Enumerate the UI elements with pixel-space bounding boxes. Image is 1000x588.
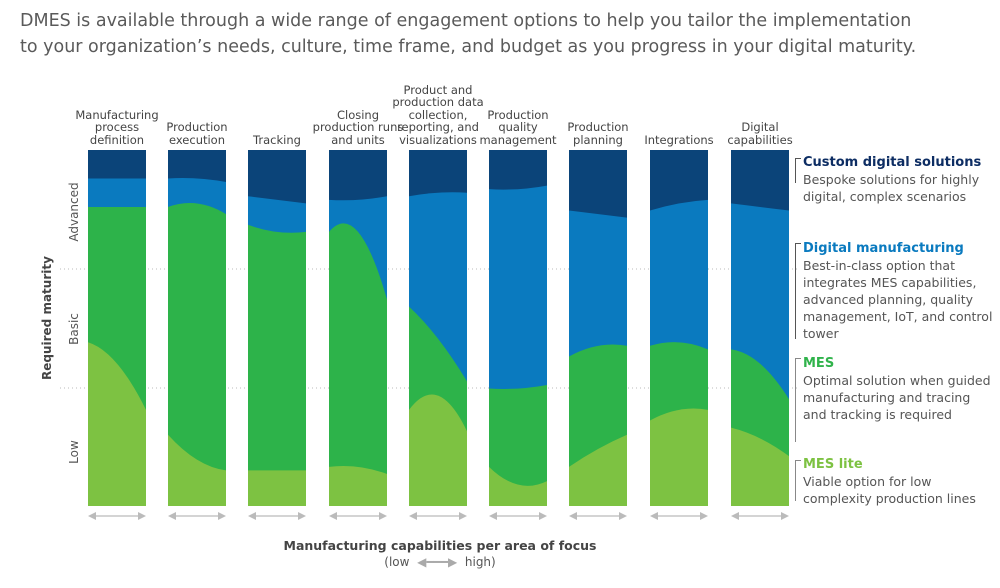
legend-bracket	[795, 460, 801, 501]
y-band-basic: Basic	[67, 313, 81, 345]
legend-item: MES Optimal solution when guided manufact…	[803, 355, 993, 423]
mes-layer	[329, 223, 387, 507]
mes-lite-layer	[248, 470, 306, 506]
legend-bracket	[795, 358, 801, 442]
legend-title: MES lite	[803, 457, 863, 472]
column-header: Manufacturing process definition	[75, 107, 159, 147]
column-header: Product and production data collection, …	[392, 82, 484, 147]
legend-title: Digital manufacturing	[803, 241, 964, 256]
mes-lite-layer	[489, 466, 547, 506]
legend-description: Optimal solution when guided manufacturi…	[803, 373, 991, 422]
mes-lite-layer	[731, 427, 789, 506]
legend-item: Digital manufacturing Best-in-class optio…	[803, 240, 993, 342]
x-scale-high: high)	[464, 555, 496, 569]
mes-layer	[248, 224, 306, 506]
mes-lite-layer	[168, 434, 226, 506]
mes-lite-layer	[329, 465, 387, 506]
legend-item: MES lite Viable option for low complexity…	[803, 456, 993, 507]
mes-lite-layer	[88, 342, 146, 506]
arrow-icon: ◀━━━▶	[413, 555, 462, 569]
y-axis-label: Required maturity	[40, 256, 54, 380]
legend-item: Custom digital solutions Bespoke solution…	[803, 154, 993, 205]
column-header: Tracking	[253, 132, 301, 147]
legend-description: Best-in-class option that integrates MES…	[803, 258, 993, 341]
legend-bracket	[795, 243, 801, 339]
legend-title: Custom digital solutions	[803, 155, 982, 170]
x-axis-scale: (low ◀━━━▶ high)	[260, 555, 620, 569]
legend-bracket	[795, 158, 801, 183]
column-header: Production execution	[166, 120, 228, 147]
x-scale-low: (low	[384, 555, 410, 569]
column-header: Production planning	[567, 120, 629, 147]
column-header: Integrations	[644, 132, 714, 147]
intro-text: DMES is available through a wide range o…	[20, 11, 917, 57]
mes-lite-layer	[650, 408, 708, 506]
mes-lite-layer	[409, 394, 467, 506]
y-band-low: Low	[67, 440, 81, 464]
mes-layer	[489, 384, 547, 506]
x-axis-label: Manufacturing capabilities per area of f…	[283, 538, 597, 553]
legend-description: Bespoke solutions for highly digital, co…	[803, 172, 980, 204]
mes-layer	[168, 202, 226, 506]
mes-lite-layer	[569, 434, 627, 506]
y-band-advanced: Advanced	[67, 182, 81, 242]
legend-title: MES	[803, 356, 835, 371]
column-header: Digital capabilities	[727, 120, 793, 147]
legend-description: Viable option for low complexity product…	[803, 474, 976, 506]
column-header: Production quality management	[479, 107, 557, 147]
column-header: Closing production runs and units	[312, 107, 404, 147]
